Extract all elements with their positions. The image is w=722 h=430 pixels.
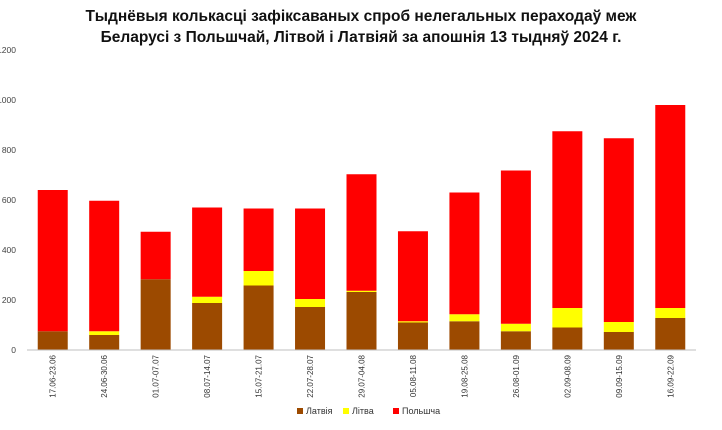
bar-poland-1: [89, 200, 120, 332]
bar-lithuania-6: [346, 290, 377, 292]
bar-lithuania-10: [552, 308, 583, 328]
bar-latvia-2: [140, 279, 171, 350]
bar-lithuania-5: [295, 299, 326, 307]
bar-poland-9: [500, 170, 531, 324]
x-tick-label: 19.08-25.08: [460, 354, 469, 397]
bar-latvia-7: [397, 322, 428, 350]
bar-poland-5: [295, 208, 326, 299]
x-tick-label: 05.08-11.08: [409, 354, 418, 397]
y-tick-label: 600: [2, 195, 16, 205]
bar-latvia-0: [37, 331, 68, 350]
y-tick-label: 800: [2, 145, 16, 155]
y-tick-label: 200: [2, 295, 16, 305]
chart-title-line-1: Тыднёвыя колькасці зафіксаваных спроб не…: [85, 8, 637, 25]
x-tick-label: 02.09-08.09: [563, 354, 572, 397]
y-tick-label: 0: [11, 345, 16, 355]
y-tick-label: 400: [2, 245, 16, 255]
bar-lithuania-7: [397, 321, 428, 323]
legend-label-lithuania: Літва: [352, 406, 374, 416]
x-tick-label: 15.07-21.07: [255, 354, 264, 397]
y-axis: 0 200 400 600 800 1000 1200: [0, 45, 16, 355]
x-tick-label: 08.07-14.07: [203, 354, 212, 397]
bar-latvia-4: [243, 285, 274, 350]
legend: Латвія Літва Польшча: [297, 406, 440, 416]
bar-latvia-1: [89, 335, 120, 350]
legend-label-poland: Польшча: [402, 406, 440, 416]
bar-poland-3: [192, 207, 223, 297]
bar-poland-8: [449, 192, 480, 315]
bar-latvia-10: [552, 327, 583, 350]
legend-swatch-poland: [393, 408, 399, 414]
chart-title-line-2: Беларусі з Польшчай, Літвой і Латвіяй за…: [100, 29, 622, 46]
x-tick-label: 26.08-01.09: [512, 354, 521, 397]
bar-poland-0: [37, 190, 68, 332]
bar-latvia-3: [192, 303, 223, 350]
x-tick-label: 24.06-30.06: [100, 354, 109, 397]
bar-lithuania-8: [449, 314, 480, 322]
bar-poland-12: [655, 105, 686, 308]
bar-lithuania-11: [603, 322, 634, 332]
legend-label-latvia: Латвія: [306, 406, 333, 416]
bars: [37, 105, 686, 350]
legend-swatch-lithuania: [343, 408, 349, 414]
x-tick-label: 01.07-07.07: [152, 354, 161, 397]
bar-poland-10: [552, 131, 583, 308]
bar-lithuania-1: [89, 331, 120, 335]
bar-lithuania-4: [243, 271, 274, 286]
x-tick-label: 17.06-23.06: [49, 354, 58, 397]
x-tick-label: 16.09-22.09: [666, 354, 675, 397]
bar-latvia-11: [603, 332, 634, 350]
bar-latvia-9: [500, 331, 531, 350]
bar-poland-7: [397, 231, 428, 322]
bar-latvia-12: [655, 318, 686, 350]
x-tick-label: 22.07-28.07: [306, 354, 315, 397]
bar-latvia-5: [295, 307, 326, 350]
bar-lithuania-12: [655, 308, 686, 318]
y-tick-label: 1000: [0, 95, 16, 105]
bar-latvia-8: [449, 321, 480, 350]
bar-lithuania-3: [192, 296, 223, 303]
x-axis-labels: 17.06-23.06 24.06-30.06 01.07-07.07 08.07-1…: [49, 354, 676, 397]
bar-poland-6: [346, 174, 377, 291]
legend-swatch-latvia: [297, 408, 303, 414]
bar-poland-4: [243, 208, 274, 271]
bar-lithuania-9: [500, 323, 531, 332]
bar-poland-11: [603, 138, 634, 322]
x-tick-label: 09.09-15.09: [615, 354, 624, 397]
bar-latvia-6: [346, 292, 377, 350]
y-tick-label: 1200: [0, 45, 16, 55]
chart-title: Тыднёвыя колькасці зафіксаваных спроб не…: [0, 6, 722, 48]
bar-poland-2: [140, 231, 171, 280]
x-tick-label: 29.07-04.08: [358, 354, 367, 397]
